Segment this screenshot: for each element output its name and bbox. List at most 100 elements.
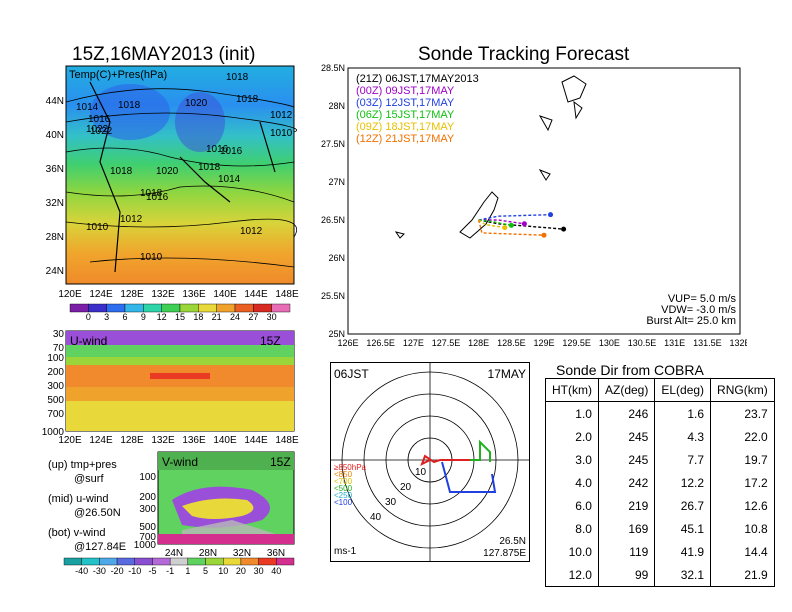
hodo-level-legend: ≥850hPa — [334, 463, 367, 472]
wind-colorbar-swatch — [240, 557, 259, 566]
colorbar-swatch — [161, 303, 181, 313]
hodo-level-legend: <700 — [334, 477, 353, 486]
isobar-label: 1016 — [220, 146, 243, 157]
wind-colorbar-swatch — [134, 557, 153, 566]
sonde-param: Burst Alt= 25.0 km — [646, 315, 736, 327]
sonde-param: VDW= -3.0 m/s — [661, 304, 736, 316]
track-end-point — [548, 212, 554, 218]
cobra-row: 4.0 242 12.2 17.2 — [546, 471, 774, 494]
lon-tick-label: 120E — [58, 289, 82, 300]
colorbar-tick: 27 — [248, 312, 258, 320]
hodo-ring-label: 10 — [415, 467, 427, 478]
hodo-lat: 26.5N — [499, 536, 526, 547]
u-y-tick: 300 — [47, 381, 64, 392]
hodo-ring-label: 40 — [370, 512, 382, 523]
isobar-label: 1018 — [140, 188, 163, 199]
hodo-unit: ms-1 — [334, 546, 357, 557]
lon-tick-label: 136E — [182, 289, 206, 300]
wind-colorbar-tick: 40 — [271, 566, 281, 576]
cobra-col-header: EL(deg) — [654, 379, 712, 402]
sonde-lon-tick: 126E — [337, 338, 358, 348]
sonde-lon-tick: 131.5E — [693, 338, 722, 348]
sonde-lon-tick: 129.5E — [562, 338, 591, 348]
wind-colorbar-tick: 20 — [236, 566, 246, 576]
cobra-cell: 3.0 — [546, 448, 599, 471]
colorbar-swatch — [179, 303, 199, 313]
track-line — [478, 219, 512, 227]
u-x-tick: 148E — [275, 435, 299, 445]
hodo-level-legend: <500 — [334, 484, 353, 493]
cobra-row: 2.0 245 4.3 22.0 — [546, 425, 774, 448]
colorbar-swatch — [69, 303, 89, 313]
track-legend-entry: (09Z) 18JST,17MAY — [356, 121, 455, 133]
isobar-label: 1010 — [86, 222, 109, 233]
isobar-label: 1020 — [156, 166, 179, 177]
hodo-ring-label: 30 — [385, 497, 397, 508]
v-x-tick: 24N — [165, 548, 183, 559]
v-wind-label: V-wind — [162, 455, 198, 469]
panel-notes: (up) tmp+pres @surf (mid) u-wind @26.50N… — [48, 459, 127, 553]
u-wind-label: U-wind — [70, 334, 107, 348]
wind-colorbar-swatch — [187, 557, 206, 566]
cobra-cell: 242 — [598, 471, 656, 494]
cobra-cell: 119 — [598, 540, 656, 563]
hodo-level-legend: <850 — [334, 470, 353, 479]
lon-tick-label: 128E — [120, 289, 144, 300]
u-y-tick: 200 — [47, 367, 64, 378]
cobra-cell: 245 — [598, 448, 656, 471]
wind-colorbar-swatch — [81, 557, 100, 566]
v-y-tick: 300 — [139, 504, 156, 515]
cobra-cell: 21.9 — [744, 567, 768, 582]
track-end-point — [508, 222, 514, 228]
hodo-lon: 127.875E — [483, 548, 526, 559]
isobar-label: 1012 — [270, 110, 293, 121]
track-line — [478, 219, 525, 225]
v-y-tick: 700 — [139, 532, 156, 543]
sonde-lon-tick: 132E — [729, 338, 747, 348]
hodo-date: 17MAY — [488, 367, 526, 381]
lon-tick-label: 132E — [151, 289, 175, 300]
isobar-label: 1016 — [206, 144, 229, 155]
lat-tick-label: 40N — [46, 130, 64, 141]
sonde-lat-tick: 27N — [328, 177, 345, 187]
cobra-cell: 6.0 — [546, 494, 599, 517]
track-end-point — [561, 226, 567, 232]
wind-colorbar-swatch — [169, 557, 189, 566]
isobar-label: 1022 — [86, 124, 109, 135]
hodo-level-legend: <250 — [334, 491, 353, 500]
cobra-row: 1.0 246 1.6 23.7 — [546, 401, 774, 425]
sonde-lon-tick: 126.5E — [366, 338, 395, 348]
cobra-row: 8.0 169 45.1 10.8 — [546, 517, 774, 540]
wind-colorbar-swatch — [223, 557, 242, 566]
isobar-label: 1012 — [120, 214, 143, 225]
sonde-param: VUP= 5.0 m/s — [668, 293, 737, 305]
isobar-label: 1018 — [226, 72, 249, 83]
cobra-cell: 1.6 — [654, 401, 712, 425]
isobar-label: 1010 — [140, 252, 163, 263]
lat-tick-label: 36N — [46, 164, 64, 175]
cobra-row: 6.0 219 26.7 12.6 — [546, 494, 774, 517]
cobra-cell: 1.0 — [546, 401, 599, 425]
cobra-cell: 23.7 — [744, 406, 768, 421]
wind-colorbar-swatch — [63, 557, 82, 566]
colorbar-tick: 15 — [175, 312, 185, 320]
colorbar-tick: 0 — [86, 312, 91, 320]
cobra-table: HT(km) AZ(deg) EL(deg) RNG(km) 1.0 246 1.6 23.… — [546, 379, 774, 586]
wind-colorbar-tick: -20 — [111, 566, 124, 576]
track-end-point — [541, 232, 547, 238]
wind-colorbar-tick: -10 — [128, 566, 141, 576]
isobar-label: 1016 — [88, 114, 111, 125]
u-y-tick: 30 — [53, 329, 65, 340]
wind-colorbar-swatch — [152, 557, 171, 566]
cobra-cell: 246 — [598, 401, 656, 425]
colorbar-swatch — [271, 303, 291, 313]
isobar-label: 1022 — [90, 126, 113, 137]
cobra-cell: 10.0 — [546, 540, 599, 563]
isobar-label: 1018 — [198, 162, 221, 173]
sonde-lon-tick: 129E — [533, 338, 554, 348]
isobar-label: 1014 — [218, 174, 241, 185]
colorbar-swatch — [88, 303, 107, 313]
wind-colorbar-swatch — [276, 557, 295, 566]
